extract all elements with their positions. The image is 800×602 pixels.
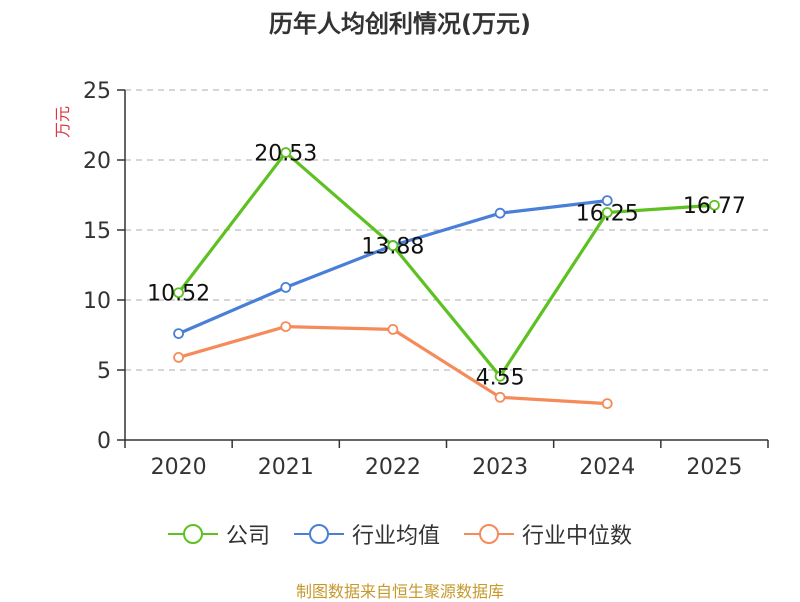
legend-item[interactable]: 行业均值 bbox=[293, 518, 440, 550]
y-tick-label: 15 bbox=[83, 219, 111, 244]
legend-swatch-marker bbox=[479, 524, 499, 544]
legend-swatch-marker bbox=[308, 524, 329, 544]
x-tick-label: 2020 bbox=[151, 455, 207, 480]
data-point-0 bbox=[601, 207, 613, 218]
legend-swatch-marker bbox=[182, 524, 203, 544]
data-point-0 bbox=[709, 199, 720, 211]
legend-swatch bbox=[167, 524, 218, 544]
data-point-0 bbox=[387, 240, 399, 252]
source-note: 制图数据来自恒生聚源数据库 bbox=[295, 582, 504, 601]
y-tick-label: 10 bbox=[83, 289, 111, 314]
series-lines bbox=[173, 147, 720, 410]
x-tick-label: 2023 bbox=[472, 455, 528, 480]
data-point-1 bbox=[494, 207, 506, 219]
data-point-2 bbox=[173, 351, 184, 363]
data-labels: 10.52 20.53 13.88 4.55 16.25 16.77 bbox=[147, 142, 746, 391]
data-label: 10.52 bbox=[147, 282, 210, 307]
data-label: 13.88 bbox=[361, 235, 424, 260]
y-axis-label: 万元 bbox=[53, 106, 72, 138]
chart-title: 历年人均创利情况(万元) bbox=[269, 10, 531, 38]
data-label: 20.53 bbox=[254, 142, 317, 167]
y-tick-label: 25 bbox=[83, 79, 111, 104]
legend-item[interactable]: 行业中位数 bbox=[464, 518, 632, 550]
x-tick-label: 2024 bbox=[579, 455, 635, 480]
legend-label: 公司 bbox=[225, 524, 270, 549]
data-point-0 bbox=[173, 287, 184, 299]
y-tick-label: 20 bbox=[83, 149, 111, 174]
x-tick-label: 2021 bbox=[258, 455, 314, 480]
data-point-2 bbox=[387, 323, 399, 335]
legend-swatch bbox=[293, 524, 344, 544]
x-tick-label: 2022 bbox=[365, 455, 421, 480]
legend-item[interactable]: 公司 bbox=[167, 518, 270, 550]
data-point-2 bbox=[494, 391, 506, 403]
data-point-2 bbox=[280, 321, 292, 333]
data-label: 16.77 bbox=[683, 194, 746, 219]
y-tick-label: 0 bbox=[97, 429, 111, 454]
y-tick-label: 5 bbox=[97, 359, 111, 384]
data-label: 16.25 bbox=[576, 202, 639, 227]
data-point-1 bbox=[601, 195, 613, 207]
legend-swatch bbox=[464, 524, 514, 544]
data-point-0 bbox=[494, 370, 506, 382]
data-label: 4.55 bbox=[476, 365, 525, 390]
data-point-2 bbox=[601, 398, 613, 410]
legend-label: 行业中位数 bbox=[522, 524, 633, 549]
data-point-0 bbox=[280, 147, 292, 158]
data-point-1 bbox=[280, 281, 292, 293]
x-tick-label: 2025 bbox=[686, 455, 742, 480]
legend: 公司 行业均值 行业中位数 bbox=[0, 518, 800, 550]
series-line-2 bbox=[178, 325, 608, 406]
series-line-0 bbox=[177, 150, 715, 378]
data-point-1 bbox=[173, 328, 184, 340]
legend-label: 行业均值 bbox=[351, 524, 440, 549]
